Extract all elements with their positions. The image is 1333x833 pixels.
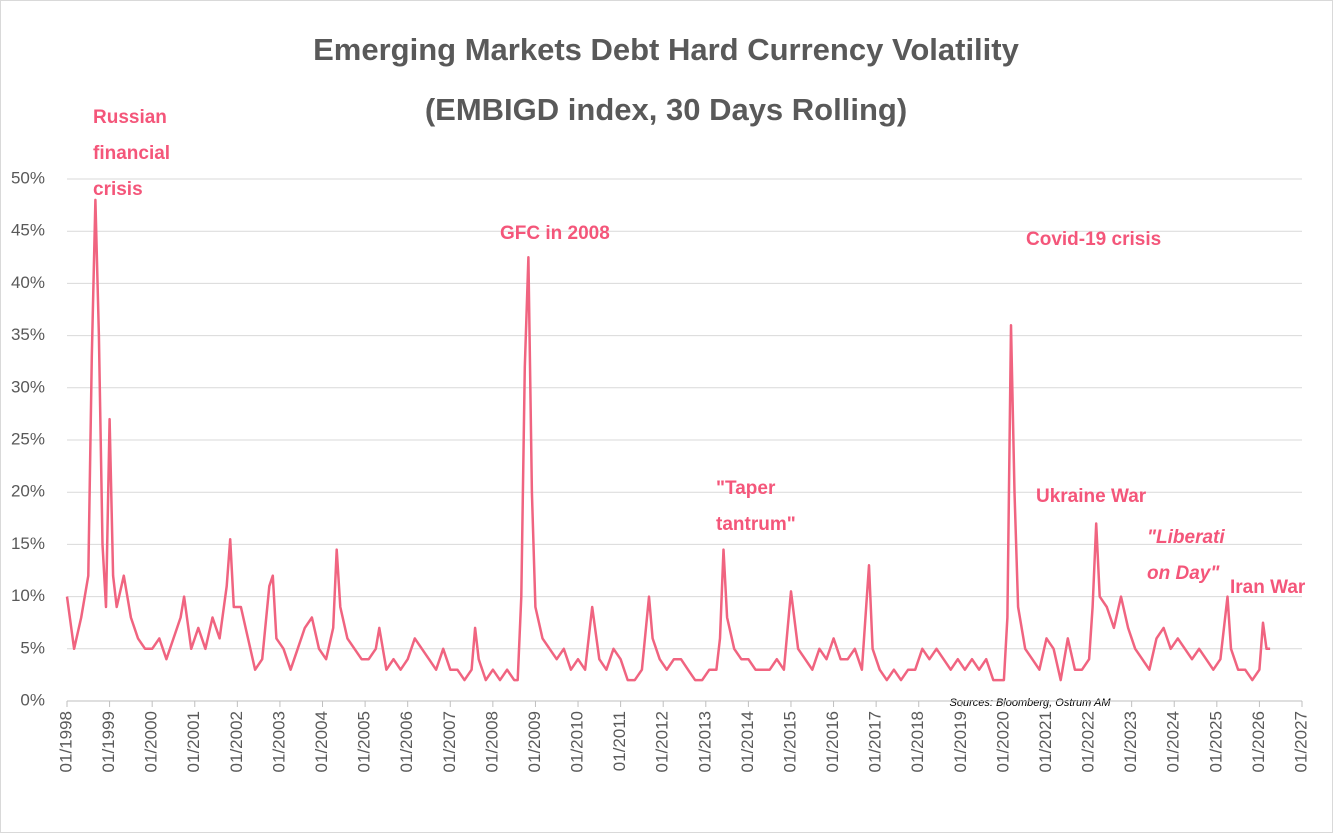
- annotation: on Day": [1147, 563, 1220, 584]
- x-tick-label: 01/2007: [440, 711, 459, 772]
- chart-title: (EMBIGD index, 30 Days Rolling): [425, 92, 907, 127]
- x-tick-label: 01/2002: [227, 711, 246, 772]
- x-tick-label: 01/2009: [525, 711, 544, 772]
- x-tick-label: 01/1998: [56, 711, 75, 772]
- x-tick-label: 01/2022: [1079, 711, 1098, 772]
- x-tick-label: 01/2026: [1249, 711, 1268, 772]
- source-note: Sources: Bloomberg, Ostrum AM: [950, 697, 1112, 709]
- y-tick-label: 50%: [11, 168, 45, 187]
- x-tick-label: 01/2017: [866, 711, 885, 772]
- x-tick-label: 01/2008: [482, 711, 501, 772]
- x-tick-label: 01/2006: [397, 711, 416, 772]
- x-tick-label: 01/2005: [355, 711, 374, 772]
- x-tick-label: 01/2027: [1291, 711, 1310, 772]
- annotation: Iran War: [1230, 577, 1306, 598]
- x-tick-label: 01/2019: [951, 711, 970, 772]
- x-tick-label: 01/2000: [142, 711, 161, 772]
- x-tick-label: 01/2014: [738, 711, 757, 772]
- x-tick-label: 01/2003: [269, 711, 288, 772]
- y-tick-label: 15%: [11, 534, 45, 553]
- x-tick-label: 01/2004: [312, 711, 331, 772]
- y-tick-label: 0%: [20, 690, 45, 709]
- y-tick-label: 40%: [11, 273, 45, 292]
- x-tick-label: 01/2016: [823, 711, 842, 772]
- y-tick-label: 45%: [11, 221, 45, 240]
- x-tick-label: 01/2013: [695, 711, 714, 772]
- annotation: crisis: [93, 179, 143, 200]
- x-tick-label: 01/2015: [780, 711, 799, 772]
- annotation: "Taper: [716, 478, 776, 499]
- x-tick-label: 01/2021: [1036, 711, 1055, 772]
- chart-title: Emerging Markets Debt Hard Currency Vola…: [313, 32, 1019, 67]
- x-tick-label: 01/2023: [1121, 711, 1140, 772]
- x-tick-label: 01/2018: [908, 711, 927, 772]
- y-tick-label: 5%: [20, 638, 45, 657]
- x-tick-label: 01/2012: [653, 711, 672, 772]
- y-tick-label: 30%: [11, 377, 45, 396]
- data-line: [65, 198, 1271, 682]
- x-tick-label: 01/2001: [184, 711, 203, 772]
- x-tick-label: 01/1999: [99, 711, 118, 772]
- x-tick-label: 01/2020: [993, 711, 1012, 772]
- annotation: tantrum": [716, 514, 796, 535]
- annotation: Russian: [93, 107, 167, 128]
- y-tick-label: 25%: [11, 429, 45, 448]
- x-tick-label: 01/2025: [1206, 711, 1225, 772]
- annotation: financial: [93, 143, 170, 164]
- annotation: "Liberati: [1147, 527, 1225, 548]
- annotation: GFC in 2008: [500, 223, 610, 244]
- y-tick-label: 20%: [11, 482, 45, 501]
- x-tick-label: 01/2011: [610, 711, 629, 771]
- x-tick-label: 01/2024: [1164, 711, 1183, 772]
- annotation: Ukraine War: [1036, 486, 1147, 507]
- x-tick-label: 01/2010: [568, 711, 587, 772]
- annotation: Covid-19 crisis: [1026, 229, 1161, 250]
- y-tick-label: 35%: [11, 325, 45, 344]
- y-tick-label: 10%: [11, 586, 45, 605]
